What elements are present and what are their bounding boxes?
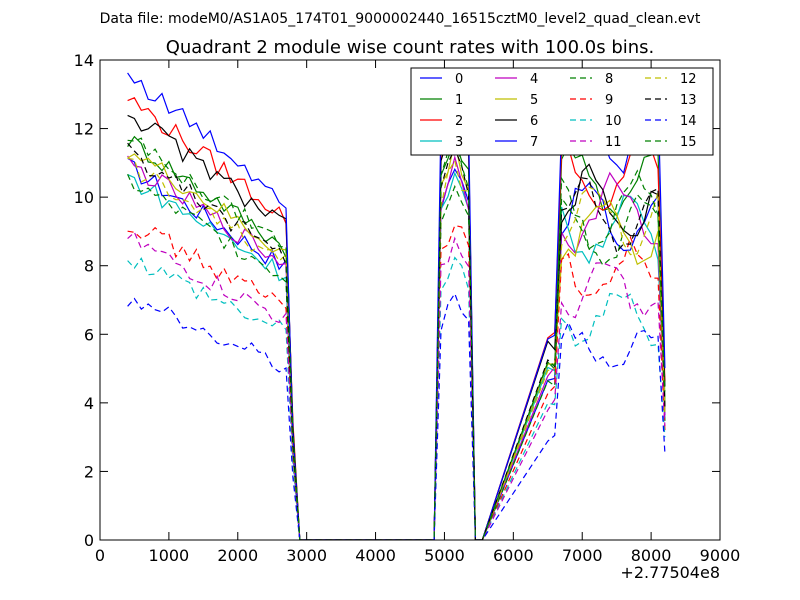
legend-label-7: 7 xyxy=(530,135,538,150)
legend-label-11: 11 xyxy=(605,135,622,150)
legend-label-2: 2 xyxy=(455,114,463,129)
y-tick-label: 10 xyxy=(74,188,94,207)
chart-title: Quadrant 2 module wise count rates with … xyxy=(166,37,655,58)
legend-label-0: 0 xyxy=(455,72,463,87)
series-line-15 xyxy=(127,130,666,540)
legend-label-15: 15 xyxy=(680,135,697,150)
y-tick-label: 12 xyxy=(74,120,94,139)
y-tick-label: 0 xyxy=(84,531,94,550)
chart-suptitle: Data file: modeM0/AS1A05_174T01_90000024… xyxy=(100,11,701,27)
legend-label-6: 6 xyxy=(530,114,538,129)
series-line-3 xyxy=(127,171,666,540)
legend-label-13: 13 xyxy=(680,93,697,108)
x-tick-label: 4000 xyxy=(355,546,396,565)
x-tick-label: 5000 xyxy=(424,546,465,565)
legend-label-14: 14 xyxy=(680,114,697,129)
series-line-11 xyxy=(127,231,666,540)
y-tick-label: 14 xyxy=(74,51,94,70)
legend-label-1: 1 xyxy=(455,93,463,108)
x-tick-label: 8000 xyxy=(631,546,672,565)
legend-label-3: 3 xyxy=(455,135,463,150)
x-tick-label: 0 xyxy=(95,546,105,565)
series-line-6 xyxy=(127,101,666,540)
x-tick-label: 2000 xyxy=(217,546,258,565)
legend-box xyxy=(410,67,714,156)
plot-frame xyxy=(99,59,721,541)
y-tick-label: 2 xyxy=(84,462,94,481)
series-line-4 xyxy=(127,154,666,540)
legend-label-10: 10 xyxy=(605,114,622,129)
y-tick-label: 8 xyxy=(84,257,94,276)
series-line-10 xyxy=(127,256,666,540)
legend-label-8: 8 xyxy=(605,72,613,87)
legend-label-5: 5 xyxy=(530,93,538,108)
x-tick-label: 3000 xyxy=(286,546,327,565)
x-tick-label: 6000 xyxy=(493,546,534,565)
x-tick-label: 1000 xyxy=(149,546,190,565)
series-line-14 xyxy=(127,292,666,540)
y-tick-label: 4 xyxy=(84,394,94,413)
x-tick-label: 9000 xyxy=(700,546,741,565)
series-line-8 xyxy=(127,174,666,540)
x-axis: 0 1000 2000 3000 4000 5000 6000 7000 8000 9000 xyxy=(95,60,740,565)
legend-label-12: 12 xyxy=(680,72,697,87)
series-line-2 xyxy=(127,96,666,540)
legend-label-9: 9 xyxy=(605,93,613,108)
series-line-13 xyxy=(127,142,666,540)
x-tick-label: 7000 xyxy=(562,546,603,565)
legend-label-4: 4 xyxy=(530,72,538,87)
series-line-0 xyxy=(127,157,666,540)
series-line-12 xyxy=(127,157,666,540)
x-offset-label: +2.77504e8 xyxy=(620,563,720,582)
series-line-9 xyxy=(127,224,666,540)
y-tick-label: 6 xyxy=(84,325,94,344)
